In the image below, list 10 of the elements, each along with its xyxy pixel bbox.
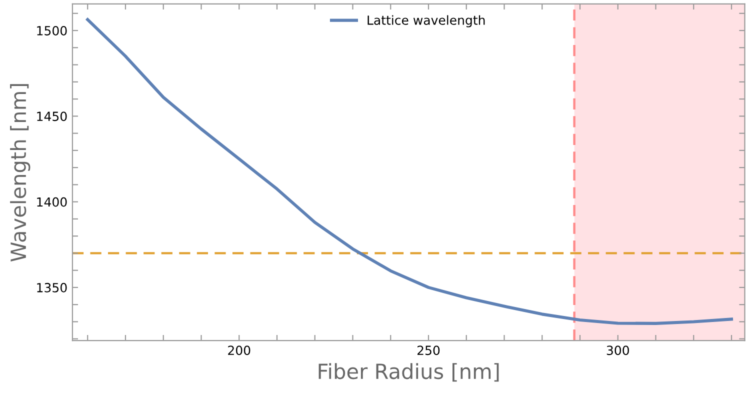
x-axis-title: Fiber Radius [nm] [318, 363, 499, 382]
x-tick-label: 300 [606, 346, 629, 356]
legend-label: Lattice wavelength [368, 15, 485, 28]
y-tick-label: 1350 [37, 282, 67, 292]
y-tick-label: 1500 [37, 26, 67, 36]
y-axis-title: Wavelength [nm] [10, 84, 30, 262]
y-tick-label: 1400 [37, 197, 67, 207]
x-tick-label: 200 [228, 346, 250, 356]
y-tick-label: 1450 [37, 112, 67, 122]
x-tick-label: 250 [417, 346, 440, 356]
